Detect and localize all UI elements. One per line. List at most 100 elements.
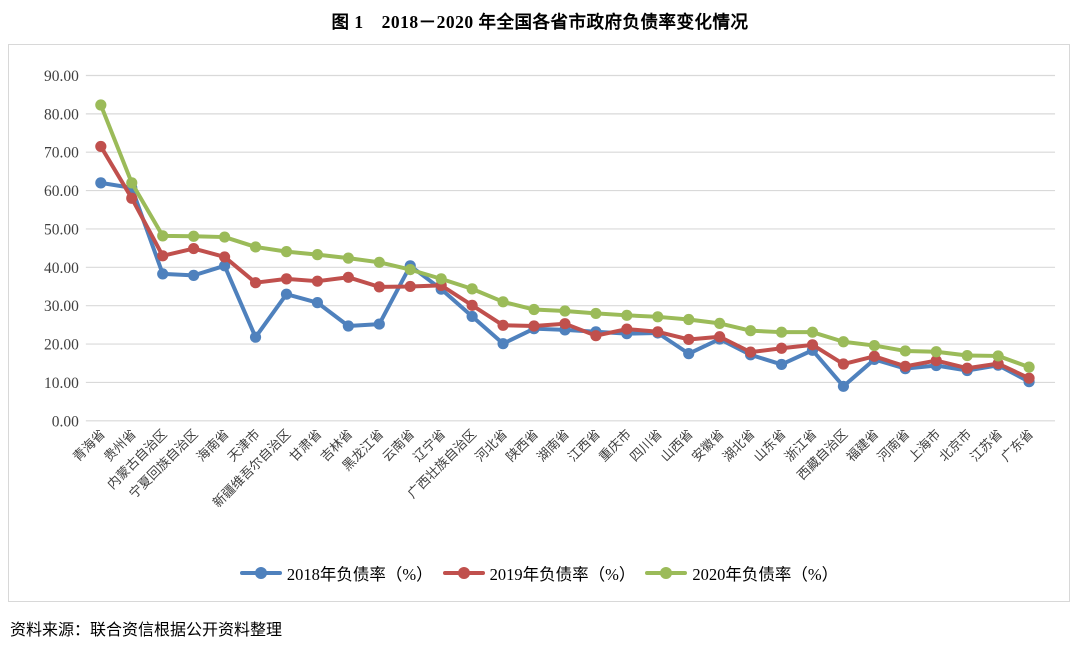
data-point: [868, 339, 880, 352]
data-point: [126, 192, 138, 204]
data-point: [373, 318, 385, 330]
data-point: [837, 336, 850, 348]
data-point: [466, 283, 478, 295]
x-axis-label: 河南省: [874, 426, 912, 464]
x-axis-label: 福建省: [843, 426, 881, 464]
data-point: [249, 331, 262, 343]
legend-item-2020: 2020年负债率（%）: [645, 561, 838, 585]
x-axis-label: 云南省: [379, 426, 417, 464]
x-axis-label: 河北省: [472, 426, 510, 464]
data-point: [590, 307, 602, 320]
x-axis-label: 四川省: [627, 426, 665, 464]
data-point: [775, 358, 788, 371]
y-axis-label: 90.00: [44, 68, 79, 85]
data-point: [280, 288, 293, 300]
data-point: [745, 346, 757, 358]
y-axis-label: 10.00: [44, 375, 79, 392]
data-point: [188, 230, 200, 242]
data-point: [621, 309, 633, 321]
x-axis-label: 山东省: [751, 426, 789, 464]
y-axis-label: 30.00: [44, 298, 79, 315]
data-point: [590, 330, 602, 342]
data-point: [528, 320, 540, 332]
data-point: [280, 273, 293, 285]
data-point: [683, 313, 695, 326]
data-point: [714, 317, 726, 329]
series-line: [98, 180, 1032, 389]
gridlines: [85, 74, 1056, 422]
data-point: [311, 275, 324, 287]
y-axis-label: 80.00: [44, 106, 79, 123]
data-point: [342, 320, 354, 332]
data-point: [311, 249, 324, 261]
x-axis-label: 青海省: [70, 426, 108, 464]
y-axis-label: 70.00: [44, 145, 79, 162]
x-axis-label: 陕西省: [503, 426, 541, 464]
data-point: [837, 380, 850, 392]
data-point: [961, 349, 973, 362]
data-point: [95, 140, 107, 153]
data-point: [621, 323, 633, 335]
data-point: [404, 264, 416, 276]
chart-area: 0.00 10.00 20.00 30.00 40.00 50.00 60.00 70.00 8…: [8, 44, 1070, 602]
data-point: [249, 277, 262, 289]
data-point: [157, 250, 169, 262]
x-axis-label: 甘肃省: [286, 426, 324, 464]
data-point: [95, 177, 107, 189]
data-point: [992, 358, 1004, 370]
y-axis-label: 0.00: [52, 413, 79, 430]
data-point: [806, 326, 819, 338]
data-point: [342, 271, 354, 283]
series-2019: [95, 140, 1035, 384]
x-axis-label: 江苏省: [967, 426, 1005, 464]
data-point: [404, 280, 416, 293]
data-point: [899, 345, 911, 357]
data-point: [435, 273, 447, 285]
legend-item-2018: 2018年负债率（%）: [239, 561, 433, 585]
data-point: [868, 350, 880, 362]
data-point: [373, 256, 385, 268]
y-axis-label: 20.00: [44, 337, 79, 354]
data-point: [95, 99, 107, 111]
data-point: [683, 333, 695, 346]
data-point: [188, 269, 200, 281]
data-point: [497, 338, 509, 350]
data-point: [930, 346, 942, 358]
debt-ratio-line-chart: 0.00 10.00 20.00 30.00 40.00 50.00 60.00 70.00 8…: [44, 68, 1056, 510]
data-point: [559, 305, 571, 317]
y-axis-label: 60.00: [44, 183, 79, 200]
data-point: [559, 318, 571, 330]
x-axis-label: 安徽省: [689, 426, 727, 464]
data-point: [466, 299, 478, 311]
y-axis-label: 40.00: [44, 260, 79, 277]
data-point: [745, 325, 757, 337]
data-point: [652, 326, 664, 338]
data-point: [311, 297, 324, 309]
series-2020: [95, 99, 1035, 373]
x-axis-label: 江西省: [565, 426, 603, 464]
legend-dot-icon: [660, 567, 673, 579]
data-point: [1023, 361, 1035, 373]
data-point: [683, 348, 695, 360]
y-axis-label: 50.00: [44, 221, 79, 238]
source-note: 资料来源：联合资信根据公开资料整理: [10, 622, 283, 639]
x-axis-label: 北京市: [936, 426, 974, 464]
data-point: [775, 326, 788, 338]
data-point: [219, 231, 231, 243]
chart-legend: 2018年负债率（%） 2019年负债率（%） 2020年负债率（%）: [9, 561, 1069, 585]
data-point: [528, 303, 540, 316]
x-axis-label: 湖北省: [720, 426, 758, 464]
legend-marker-icon: [645, 567, 688, 579]
legend-item-2019: 2019年负债率（%）: [442, 561, 635, 585]
data-point: [373, 281, 385, 293]
data-point: [342, 252, 354, 264]
legend-label: 2020年负债率（%）: [692, 565, 839, 584]
data-point: [1023, 372, 1035, 384]
data-point: [714, 331, 726, 343]
legend-dot-icon: [457, 567, 470, 579]
x-axis-label: 湖南省: [534, 426, 572, 464]
x-axis-labels: 青海省贵州省内蒙古自治区宁夏回族自治区海南省天津市新疆维吾尔自治区甘肃省吉林省黑…: [70, 426, 1036, 510]
legend-dot-icon: [254, 567, 267, 579]
series-2018: [95, 177, 1035, 392]
data-point: [126, 177, 138, 189]
